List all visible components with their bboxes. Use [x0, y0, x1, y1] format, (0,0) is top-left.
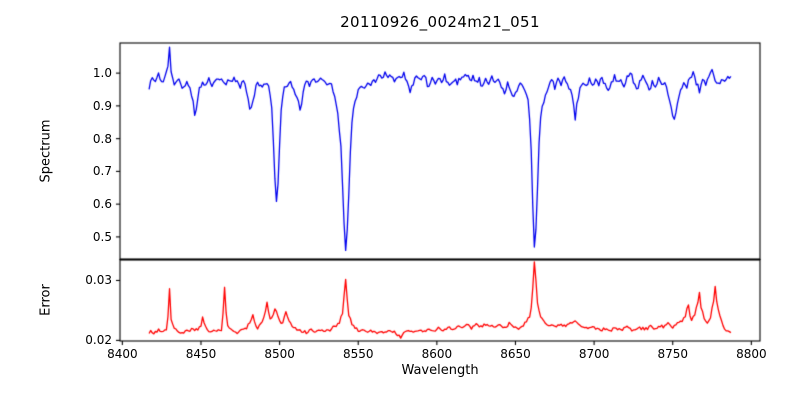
plot-canvas: [0, 0, 800, 400]
spectrum-figure: 20110926_0024m21_051 Spectrum Error Wave…: [0, 0, 800, 400]
